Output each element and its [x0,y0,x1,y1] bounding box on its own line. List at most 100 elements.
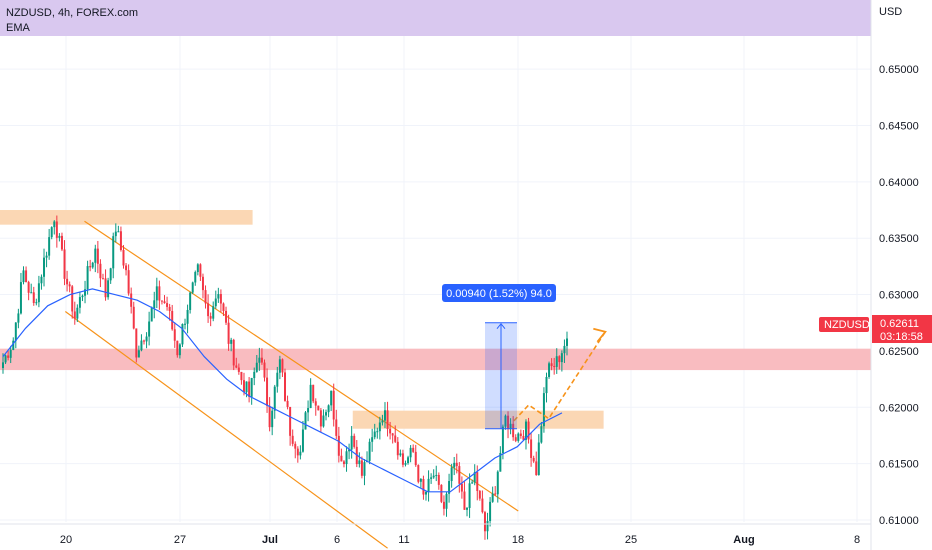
candle-body [360,460,363,476]
candle-body [227,322,230,344]
symbol-badge-text: NZDUSD [824,319,870,331]
candle-body [255,362,258,372]
countdown: 03:18:58 [880,331,923,343]
candle-body [299,451,302,456]
y-tick-label: 0.63000 [879,290,919,302]
candle-body [319,410,322,427]
header-banner [0,0,871,36]
candle-body [78,297,81,308]
candle-body [471,482,474,484]
candle-body [332,390,335,420]
y-tick-label: 0.63500 [879,233,919,245]
candle-body [509,423,512,430]
candle-body [73,311,76,319]
channel-lower-line [64,310,388,549]
candle-body [537,442,540,475]
candle-body [250,378,253,397]
candle-body [253,371,256,379]
candle-body [94,248,97,263]
candle-body [9,349,12,358]
candle-body [173,329,176,341]
candle-body [14,322,17,341]
candle-body [140,340,143,351]
candle-body [122,249,125,266]
channel-upper-line [84,220,519,512]
candle-body [376,431,379,433]
candle-body [43,257,46,277]
candle-body [219,294,222,304]
candle-body [458,466,461,484]
candle-body [540,426,543,443]
candle-body [391,433,394,436]
candle-body [389,428,392,434]
candle-body [281,359,284,373]
candle-body [25,270,28,283]
candle-body [166,303,169,307]
candle-body [137,350,140,358]
candle-body [378,422,381,432]
candle-body [309,384,312,409]
descending-channel [64,220,519,549]
candle-body [445,493,448,509]
candle-body [45,255,48,258]
candle-body [435,474,438,476]
candle-body [130,293,133,307]
candle-body [396,441,399,456]
candle-body [278,359,281,373]
candle-body [204,290,207,304]
candle-body [86,266,89,290]
candle-body [2,362,4,369]
candle-body [417,465,420,482]
measure-tool[interactable]: 0.00940 (1.52%) 94.0 [442,284,556,430]
candle-body [404,463,407,465]
candle-body [66,278,69,285]
candle-body [325,412,328,416]
candle-body [104,278,107,298]
candle-body [263,362,266,378]
candle-body [481,498,484,513]
last-price-badge [872,315,932,343]
candle-body [286,400,289,407]
candle-body [524,421,527,440]
x-tick-label: 20 [60,534,72,546]
candle-body [127,270,130,294]
candle-body [63,249,66,279]
indicator-label[interactable]: EMA [6,22,31,34]
candle-body [501,426,504,453]
candle-body [486,521,489,532]
candle-body [76,307,79,319]
candle-body [335,419,338,436]
candle-body [353,435,356,447]
candle-body [30,292,33,294]
x-tick-label: 25 [625,534,637,546]
candle-body [296,448,299,456]
candle-body [373,431,376,438]
projection-arrowhead [593,327,607,343]
candle-body [455,462,458,467]
candle-body [368,441,371,461]
candle-body [542,393,545,427]
candle-body [478,490,481,499]
candle-body [483,512,486,532]
candle-body [527,421,530,440]
candle-body [4,355,7,363]
candle-body [207,303,210,317]
candle-body [155,286,158,301]
candle-body [186,309,189,324]
zones [0,210,871,429]
symbol-badge [819,317,869,332]
candle-body [201,276,204,291]
measure-arrowhead [496,322,506,330]
price-axis[interactable]: 0.65000 0.64500 0.64000 0.63500 0.63000 0.625… [879,64,919,527]
plot-area[interactable] [0,0,870,522]
candle-body [430,477,433,479]
candle-body [517,433,520,441]
candle-body [17,313,20,323]
candle-body [148,321,151,337]
candle-body [532,457,535,462]
candle-body [383,410,386,421]
candle-body [399,453,402,456]
candle-body [514,437,517,441]
time-axis[interactable]: 20 27 Jul 6 11 18 25 Aug 8 [60,534,860,546]
